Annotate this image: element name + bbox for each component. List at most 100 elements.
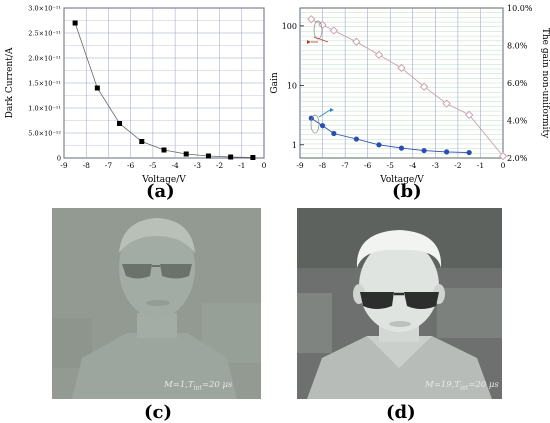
chart-b-point-circle — [466, 149, 472, 156]
chart-a-ylabel: Dark Current/A — [5, 47, 15, 118]
chart-b-point-circle — [398, 145, 405, 151]
chart-a-series — [72, 20, 256, 160]
chart-a-point — [228, 154, 234, 160]
chart-b-y2-tick-label: 4.0% — [507, 117, 528, 126]
chart-a-x-tick-label: -3 — [194, 161, 202, 170]
chart-b-x-tick-label: -6 — [364, 161, 372, 170]
chart-b-x-tick-label: -3 — [432, 161, 440, 170]
chart-b-series-line — [311, 18, 504, 157]
chart-b-y-tick-label: 10 — [287, 81, 297, 90]
chart-a-y-tick-label: 0 — [57, 155, 61, 163]
chart-b-ylabel: Gain — [270, 72, 280, 93]
caption-c-rest: =20 μs — [201, 380, 233, 390]
chart-b-x-tick-label: -1 — [477, 161, 484, 170]
panel-label-d-text: (d) — [386, 402, 416, 423]
chart-b-x-ticks: -9 -8 -7 -6 -5 -4 -3 -2 -1 0 — [296, 161, 505, 170]
chart-a-x-tick-label: -6 — [127, 161, 135, 170]
chart-b-point-diamond — [442, 99, 451, 108]
chart-b-y2-tick-label: 2.0% — [507, 154, 528, 163]
chart-b-x-tick-label: -8 — [319, 161, 327, 170]
chart-b-y-tick-label: 1 — [292, 141, 297, 150]
chart-b-point-diamond — [329, 26, 338, 35]
chart-b-point-diamond — [352, 37, 361, 46]
chart-a-x-tick-label: -7 — [105, 161, 113, 170]
chart-b-x-tick-label: -5 — [387, 161, 395, 170]
panel-label-c-text: (c) — [144, 402, 172, 423]
chart-b-axis-indicators — [307, 20, 334, 134]
chart-a-grid — [63, 7, 265, 159]
chart-b-x-tick-label: -7 — [341, 161, 349, 170]
panel-label-d: (d) — [386, 402, 416, 423]
chart-a-point — [139, 139, 145, 144]
chart-a-point — [205, 153, 211, 159]
chart-b-point-diamond — [419, 82, 429, 91]
caption-d-m: M — [425, 380, 434, 390]
chart-a-x-tick-label: -8 — [83, 161, 91, 170]
chart-a-point — [72, 20, 78, 26]
chart-b-x-tick-label: -2 — [454, 161, 462, 170]
chart-b-y2-tick-label: 6.0% — [507, 79, 528, 88]
chart-b-point-circle — [421, 147, 427, 154]
chart-a-x-tick-label: 0 — [262, 161, 267, 170]
chart-a-y-tick-label: 2.5×10⁻¹¹ — [28, 30, 61, 38]
chart-a-point — [94, 85, 100, 91]
chart-a-point — [117, 121, 123, 126]
panel-label-b-text: (b) — [392, 181, 422, 202]
chart-a-point — [161, 147, 167, 153]
chart-b-y2label: The gain non-uniformity — [540, 28, 550, 139]
chart-b-gain: -9 -8 -7 -6 -5 -4 -3 -2 -1 0 1 10 100 2.0% 4.0% 6.0% 8… — [270, 4, 550, 185]
caption-d-rest: =20 μs — [468, 380, 499, 390]
charts-svg: -9 -8 -7 -6 -5 -4 -3 -2 -1 0 0 5.0×10⁻¹² 1.0×10⁻¹¹ 1… — [5, 4, 550, 186]
thermal-image-d-drawing — [297, 208, 502, 399]
chart-a-y-tick-label: 1.5×10⁻¹¹ — [28, 80, 61, 88]
caption-c: M=1,Tint=20 μs — [164, 380, 232, 392]
chart-b-point-circle — [353, 136, 359, 142]
chart-a-x-tick-label: -4 — [171, 161, 179, 170]
chart-a-y-tick-label: 3.0×10⁻¹¹ — [28, 5, 61, 13]
chart-b-x-tick-label: -4 — [409, 161, 417, 170]
chart-a-point — [183, 151, 189, 157]
chart-a-x-tick-label: -2 — [216, 161, 224, 170]
thermal-image-c: M=1,Tint=20 μs — [52, 208, 261, 399]
chart-b-y-ticks: 1 10 100 — [282, 22, 304, 150]
panel-label-a-text: (a) — [146, 181, 175, 202]
chart-a-y-tick-label: 2.0×10⁻¹¹ — [28, 55, 61, 63]
chart-b-point-diamond — [374, 50, 384, 60]
chart-a-xlabel: Voltage/V — [141, 175, 186, 185]
panel-label-c: (c) — [144, 402, 172, 423]
chart-b-y2-tick-label: 10.0% — [507, 4, 533, 13]
chart-b-point-circle — [331, 130, 337, 137]
chart-a-x-tick-label: -1 — [238, 161, 245, 170]
caption-c-eq: =1,T — [172, 380, 194, 390]
chart-b-point-circle — [319, 123, 326, 129]
chart-a-y-tick-label: 5.0×10⁻¹² — [28, 130, 61, 138]
chart-b-x-tick-label: 0 — [501, 161, 506, 170]
chart-b-point-circle — [376, 142, 382, 148]
chart-b-xlabel: Voltage/V — [379, 175, 424, 185]
caption-c-sub: int — [193, 384, 202, 392]
chart-b-point-diamond — [397, 63, 406, 73]
chart-b-y-tick-label: 100 — [282, 22, 297, 31]
chart-a-dark-current: -9 -8 -7 -6 -5 -4 -3 -2 -1 0 0 5.0×10⁻¹² 1.0×10⁻¹¹ 1… — [5, 5, 267, 186]
chart-b-point-diamond — [498, 151, 508, 161]
chart-a-y-ticks: 0 5.0×10⁻¹² 1.0×10⁻¹¹ 1.5×10⁻¹¹ 2.0×10⁻¹¹ 2.5… — [28, 5, 61, 163]
chart-a-point — [250, 155, 256, 160]
chart-b-point-diamond — [465, 110, 474, 120]
chart-a-x-tick-label: -9 — [60, 161, 68, 170]
chart-b-x-tick-label: -9 — [296, 161, 304, 170]
thermal-image-c-drawing — [52, 208, 261, 399]
thermal-image-d: M=19,Tint=20 μs — [297, 208, 502, 399]
caption-c-m: M — [164, 380, 173, 390]
chart-a-x-ticks: -9 -8 -7 -6 -5 -4 -3 -2 -1 0 — [60, 161, 266, 170]
chart-b-y2-ticks: 2.0% 4.0% 6.0% 8.0% 10.0% — [507, 4, 533, 163]
chart-a-x-tick-label: -5 — [149, 161, 157, 170]
caption-d-eq: =19,T — [433, 380, 461, 390]
caption-d: M=19,Tint=20 μs — [425, 380, 499, 392]
chart-b-point-circle — [444, 149, 450, 155]
chart-b-point-diamond — [307, 15, 316, 24]
caption-d-sub: int — [460, 384, 469, 392]
chart-a-y-tick-label: 1.0×10⁻¹¹ — [28, 105, 61, 113]
chart-b-y2-tick-label: 8.0% — [507, 42, 528, 51]
panel-label-a: (a) — [146, 181, 175, 202]
panel-label-b: (b) — [392, 181, 422, 202]
